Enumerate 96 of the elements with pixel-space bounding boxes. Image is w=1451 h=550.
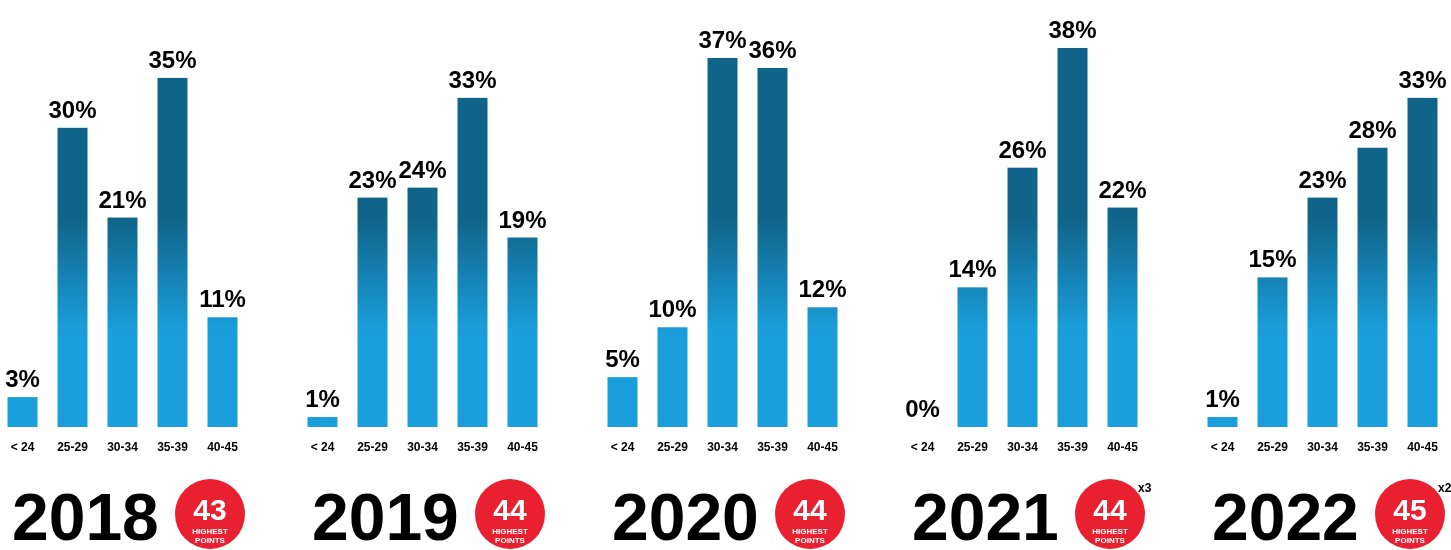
text: POINTS [495, 536, 526, 545]
data-label: 37% [698, 25, 747, 53]
bar [1357, 147, 1388, 427]
text: HIGHEST [792, 527, 828, 536]
text: x3 [1138, 481, 1152, 495]
bar [1257, 277, 1288, 427]
text: 2018 [12, 480, 159, 550]
data-label: 28% [1348, 115, 1397, 143]
x-tick-label: < 24 [310, 440, 335, 454]
data-label: 1% [1205, 385, 1240, 413]
x-tick-label: < 24 [1210, 440, 1235, 454]
bar [807, 307, 838, 427]
data-label: 5% [605, 345, 640, 373]
x-tick-label: 40-45 [1107, 440, 1139, 454]
bar [207, 317, 238, 427]
data-label: 3% [5, 365, 40, 393]
data-label: 24% [398, 155, 447, 183]
data-label: 12% [798, 275, 847, 303]
x-tick-label: 30-34 [707, 440, 739, 454]
bar [7, 397, 38, 427]
bar [1007, 167, 1038, 427]
data-label: 23% [348, 165, 397, 193]
x-tick-label: 35-39 [457, 440, 489, 454]
text: HIGHEST [1092, 527, 1128, 536]
bar [657, 327, 688, 427]
data-label: 10% [648, 295, 697, 323]
text: POINTS [795, 536, 826, 545]
bar [757, 67, 788, 427]
x-tick-label: 40-45 [807, 440, 839, 454]
text: 44 [793, 493, 827, 526]
text: POINTS [195, 536, 226, 545]
data-label: 19% [498, 205, 547, 233]
text: x2 [1438, 481, 1451, 495]
text: HIGHEST [1392, 527, 1428, 536]
bar [407, 187, 438, 427]
text: 43 [193, 493, 227, 526]
bar [1307, 197, 1338, 427]
x-tick-label: 40-45 [1407, 440, 1439, 454]
bar [57, 127, 88, 427]
text: 2019 [312, 480, 459, 550]
x-tick-label: 25-29 [357, 440, 389, 454]
x-tick-label: 30-34 [1307, 440, 1339, 454]
bar [457, 97, 488, 427]
x-tick-label: < 24 [10, 440, 35, 454]
x-tick-label: < 24 [910, 440, 935, 454]
data-label: 1% [305, 385, 340, 413]
bar [107, 217, 138, 427]
bar [1407, 97, 1438, 427]
bar [607, 377, 638, 427]
text: 2020 [612, 480, 759, 550]
bar [707, 57, 738, 427]
bar [1057, 48, 1088, 427]
bar [157, 77, 188, 427]
x-tick-label: < 24 [610, 440, 635, 454]
x-tick-label: 30-34 [407, 440, 439, 454]
x-tick-label: 30-34 [107, 440, 139, 454]
data-label: 33% [1398, 65, 1447, 93]
data-label: 22% [1098, 175, 1147, 203]
x-tick-label: 35-39 [157, 440, 189, 454]
x-tick-label: 35-39 [757, 440, 789, 454]
data-label: 36% [748, 35, 797, 63]
data-label: 21% [98, 185, 147, 213]
bar [1107, 207, 1138, 427]
data-label: 30% [48, 95, 97, 123]
text: HIGHEST [192, 527, 228, 536]
data-label: 0% [905, 395, 940, 422]
data-label: 15% [1248, 245, 1297, 273]
data-label: 14% [948, 255, 997, 283]
text: 45 [1393, 493, 1427, 526]
x-tick-label: 25-29 [57, 440, 89, 454]
data-label: 33% [448, 65, 497, 93]
x-tick-label: 35-39 [1057, 440, 1089, 454]
text: 44 [1093, 493, 1127, 526]
x-tick-label: 25-29 [657, 440, 689, 454]
text: 2022 [1212, 480, 1359, 550]
x-tick-label: 25-29 [1257, 440, 1289, 454]
data-label: 35% [148, 45, 197, 73]
text: POINTS [1395, 536, 1426, 545]
text: HIGHEST [492, 527, 528, 536]
x-tick-label: 40-45 [207, 440, 239, 454]
data-label: 23% [1298, 165, 1347, 193]
x-tick-label: 25-29 [957, 440, 989, 454]
x-tick-label: 35-39 [1357, 440, 1389, 454]
bar [307, 417, 338, 427]
bar [357, 197, 388, 427]
data-label: 26% [998, 135, 1047, 163]
text: POINTS [1095, 536, 1126, 545]
data-label: 11% [199, 285, 246, 313]
bar [1207, 417, 1238, 427]
x-tick-label: 30-34 [1007, 440, 1039, 454]
text: 44 [493, 493, 527, 526]
data-label: 38% [1048, 16, 1097, 43]
text: 2021 [912, 480, 1059, 550]
bar [507, 237, 538, 427]
bar [957, 287, 988, 427]
x-tick-label: 40-45 [507, 440, 539, 454]
